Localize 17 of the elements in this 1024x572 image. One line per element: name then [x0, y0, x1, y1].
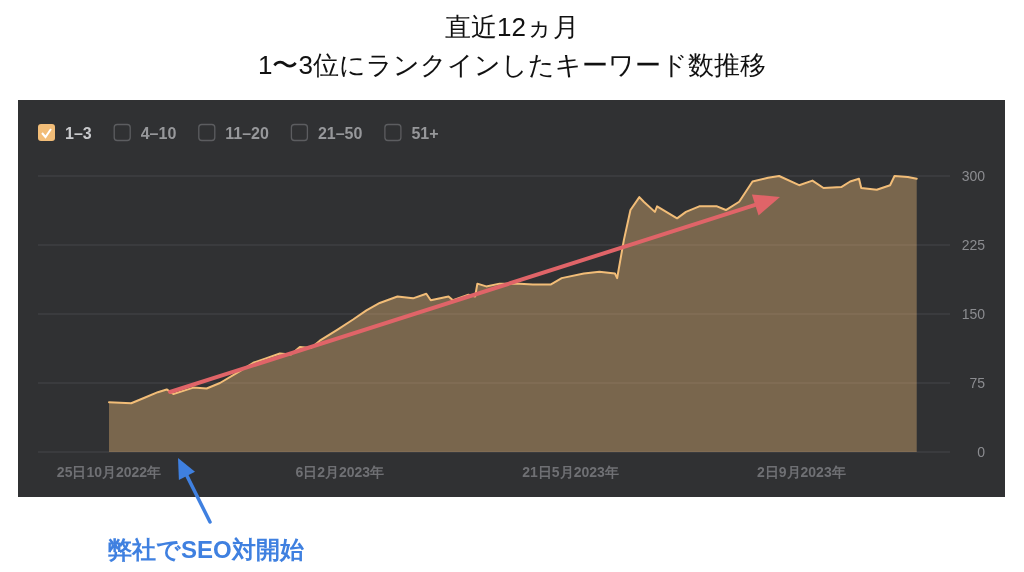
chart-subtitle: 1〜3位にランクインしたキーワード数推移: [258, 50, 766, 80]
x-tick-label: 6日2月2023年: [295, 464, 385, 480]
chart-title: 直近12ヵ月: [445, 12, 579, 42]
y-tick-label: 150: [961, 306, 986, 322]
y-tick-label: 75: [969, 375, 986, 391]
legend-label: 1–3: [65, 125, 92, 142]
x-tick-label: 2日9月2023年: [756, 464, 846, 480]
legend-label: 51+: [411, 125, 439, 142]
legend-label: 4–10: [140, 125, 177, 142]
y-tick-label: 300: [961, 168, 986, 184]
x-tick-label: 25日10月2022年: [56, 464, 162, 480]
x-tick-label: 21日5月2023年: [522, 464, 619, 480]
y-tick-label: 225: [961, 237, 986, 253]
legend-label: 11–20: [225, 125, 270, 142]
legend-label: 21–50: [317, 125, 363, 142]
text: 弊社でSEO対開始: [108, 536, 304, 563]
y-tick-label: 0: [977, 444, 986, 460]
